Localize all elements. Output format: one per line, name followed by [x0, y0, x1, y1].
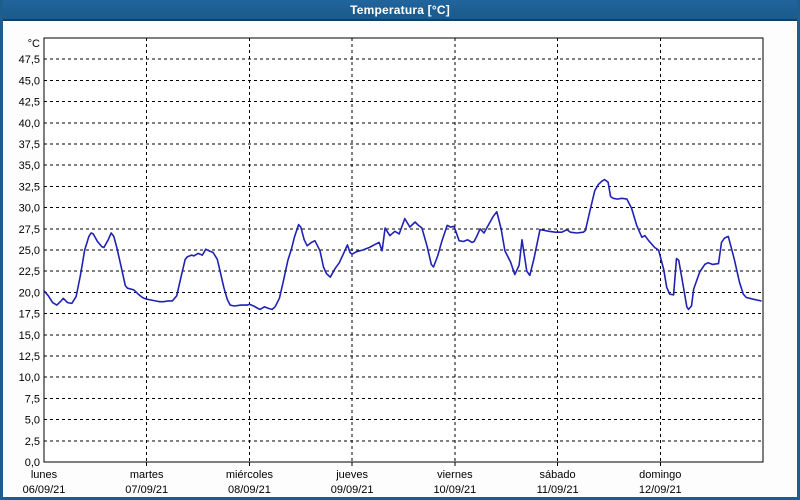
y-tick-label: 40,0	[19, 118, 40, 130]
x-date-label: 12/09/21	[639, 484, 682, 496]
x-day-label: viernes	[437, 469, 473, 481]
x-day-label: miércoles	[226, 469, 274, 481]
x-date-label: 06/09/21	[23, 484, 66, 496]
x-date-label: 10/09/21	[433, 484, 476, 496]
y-axis-unit-label: °C	[28, 38, 40, 50]
temperature-chart: 0,0 2,5 5,0 7,5 10,0 12,5 15,0 17,5 20,0 22,5 25,0…	[19, 37, 764, 496]
x-day-label: sábado	[540, 469, 576, 481]
y-tick-label: 42,5	[19, 97, 40, 109]
y-tick-label: 22,5	[19, 266, 40, 278]
y-tick-label: 25,0	[19, 245, 40, 257]
title-bar[interactable]: Temperatura [°C]	[3, 0, 797, 21]
x-date-label: 11/09/21	[537, 484, 579, 496]
y-tick-label: 7,5	[25, 393, 40, 405]
y-tick-label: 32,5	[19, 181, 40, 193]
y-axis-labels: 0,0 2,5 5,0 7,5 10,0 12,5 15,0 17,5 20,0 22,5 25,0…	[19, 38, 40, 469]
x-date-label: 08/09/21	[228, 484, 271, 496]
y-tick-label: 30,0	[19, 203, 40, 215]
y-tick-label: 0,0	[25, 457, 40, 469]
y-tick-label: 20,0	[19, 287, 40, 299]
x-axis-labels: lunes 06/09/21 martes 07/09/21 miércoles 08/0…	[23, 469, 682, 496]
window-title: Temperatura [°C]	[350, 2, 450, 17]
y-tick-label: 2,5	[25, 436, 40, 448]
y-tick-label: 10,0	[19, 372, 40, 384]
y-tick-label: 12,5	[19, 351, 40, 363]
axis-ticks	[146, 462, 661, 466]
y-tick-label: 17,5	[19, 309, 40, 321]
x-day-label: lunes	[31, 469, 58, 481]
x-day-label: martes	[130, 469, 164, 481]
temperature-line	[43, 178, 762, 311]
y-tick-label: 5,0	[25, 415, 40, 427]
y-tick-label: 45,0	[19, 75, 40, 87]
x-date-label: 07/09/21	[125, 484, 168, 496]
x-day-label: domingo	[639, 469, 681, 481]
gridlines	[44, 38, 763, 462]
x-date-label: 09/09/21	[331, 484, 374, 496]
x-day-label: jueves	[335, 469, 368, 481]
y-tick-label: 27,5	[19, 224, 40, 236]
y-tick-label: 37,5	[19, 139, 40, 151]
plot-area	[43, 37, 764, 463]
y-tick-label: 35,0	[19, 160, 40, 172]
y-tick-label: 15,0	[19, 330, 40, 342]
y-tick-label: 47,5	[19, 54, 40, 66]
